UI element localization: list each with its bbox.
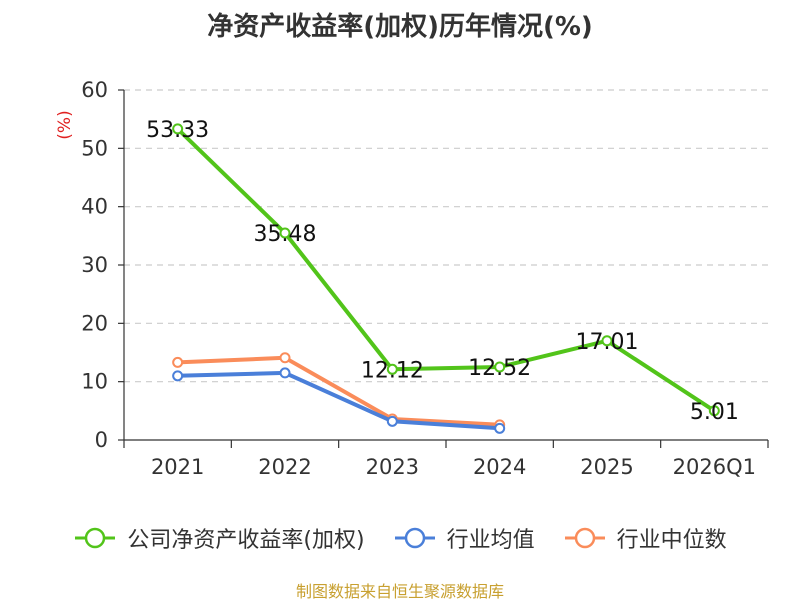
series-0-point-2026Q1 [708,405,720,417]
axis-layer: 0 10 20 30 40 50 60 2021 2022 2023 2024 2025 2026Q1 (… [55,78,769,479]
series-0-point-2021 [172,123,184,135]
series-2-point-2022 [279,352,291,364]
series-1-point-2023 [386,415,398,427]
legend-item-1[interactable]: 行业均值 [393,522,535,554]
series-0-point-2022 [279,227,291,239]
legend-label: 公司净资产收益率(加权) [127,528,365,553]
y-tick-label-40: 40 [81,195,108,219]
data-label-2023: 12.12 [361,358,424,383]
y-tick-label-10: 10 [81,370,108,394]
series-layer [172,123,720,434]
legend-swatch-icon [394,527,435,549]
series-line-1 [175,370,502,431]
y-tick-label-60: 60 [81,78,108,102]
series-line-0 [175,126,717,413]
legend-label: 行业中位数 [616,528,727,553]
series-2-point-2021 [172,356,184,368]
y-tick-label-20: 20 [81,311,108,335]
x-tick-label-2023: 2023 [366,455,419,479]
y-tick-label-30: 30 [81,253,108,277]
legend: 公司净资产收益率(加权) 行业均值 行业中位数 [0,520,800,556]
data-source-note: 制图数据来自恒生聚源数据库 [295,582,504,601]
legend-label: 行业均值 [446,528,535,553]
label-layer: 53.33 35.48 12.12 12.52 17.01 5.01 [146,118,739,425]
series-line-2 [175,355,502,427]
data-label-2021: 53.33 [146,118,209,143]
series-1-point-2022 [279,367,291,379]
legend-item-0[interactable]: 公司净资产收益率(加权) [73,522,365,554]
series-0-point-2024 [494,361,506,373]
y-tick-label-0: 0 [95,428,108,452]
series-1-point-2024 [494,422,506,434]
x-tick-label-2025: 2025 [580,455,633,479]
legend-swatch-icon [564,527,605,549]
series-1-point-2021 [172,370,184,382]
legend-swatch-icon [75,527,116,549]
x-tick-label-2021: 2021 [151,455,204,479]
x-tick-label-2022: 2022 [258,455,311,479]
series-0-point-2025 [601,335,613,347]
data-label-2025: 17.01 [576,330,639,355]
data-label-2024: 12.52 [468,356,531,381]
x-tick-label-2024: 2024 [473,455,526,479]
y-axis-label: (%) [55,110,75,139]
data-label-2022: 35.48 [254,222,317,247]
grid-layer [124,89,768,383]
data-label-2026Q1: 5.01 [690,400,739,425]
y-tick-label-50: 50 [81,136,108,160]
x-tick-label-2026Q1: 2026Q1 [673,455,756,479]
chart-title: 净资产收益率(加权)历年情况(%) [207,12,593,42]
series-0-point-2023 [386,363,398,375]
legend-item-2[interactable]: 行业中位数 [563,522,727,554]
